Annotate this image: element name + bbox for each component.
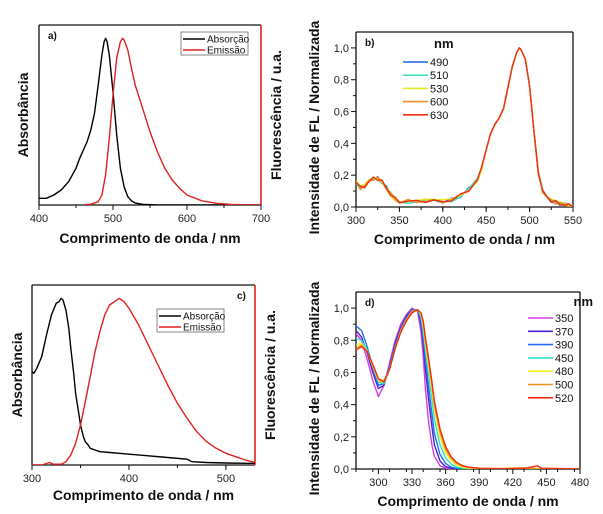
x-axis-label: Comprimento de onda / nm	[374, 231, 555, 247]
x-tick-label: 350	[390, 215, 408, 227]
y-axis-label: Intensidade de FL / Normalizada	[306, 281, 322, 495]
series-line-370	[356, 309, 580, 469]
x-tick-label: 500	[104, 213, 122, 225]
y-tick-label: 0,4	[334, 400, 349, 412]
panel-b: 300 350 400 450 500 550 0,0 0,2 0,4 0,6 0,8 1,0 Comp…	[306, 20, 582, 247]
series-line-390	[356, 309, 580, 469]
panel-label: d)	[365, 298, 374, 309]
legend-label: 600	[430, 97, 448, 109]
y-axis-label-left: Absorbância	[9, 332, 25, 417]
x-tick-label: 500	[520, 215, 538, 227]
legend-label: Emissão	[183, 323, 222, 334]
x-axis-label: Comprimento de onda / nm	[377, 493, 558, 509]
y-axis-label-left: Absorbância	[15, 72, 31, 157]
x-tick-label: 420	[504, 477, 522, 489]
series-line-480	[356, 309, 580, 469]
x-tick-label: 700	[252, 213, 270, 225]
x-tick-label: 300	[369, 477, 387, 489]
plot-area	[32, 297, 255, 465]
y-tick-label: 0,6	[334, 107, 349, 119]
x-tick-label: 600	[178, 213, 196, 225]
panel-label: a)	[48, 31, 57, 42]
y-tick-label: 0,2	[334, 432, 349, 444]
x-tick-label: 300	[23, 473, 41, 485]
legend-title: nm	[574, 294, 594, 309]
y-axis-label-right: Fluorescência / u.a.	[268, 50, 284, 180]
plot-area	[39, 37, 261, 205]
panel-d: 300 330 360 390 420 450 4800,00,20,40,60,81,0C…	[306, 281, 593, 509]
y-tick-label: 0,6	[334, 367, 349, 379]
x-tick-label: 330	[403, 477, 421, 489]
legend-label: Absorção	[183, 312, 226, 323]
x-tick-label: 450	[477, 215, 495, 227]
y-tick-label: 0,0	[334, 202, 349, 214]
x-tick-label: 360	[436, 477, 454, 489]
x-tick-label: 400	[120, 473, 138, 485]
y-tick-label: 1,0	[334, 303, 349, 315]
x-axis-label: Comprimento de onda / nm	[53, 487, 234, 503]
series-line-Absorção	[39, 37, 261, 205]
panel-a: 400 500 600 700 Comprimento de onda / nm Abso…	[15, 24, 284, 246]
y-axis-label: Intensidade de FL / Normalizada	[306, 20, 322, 234]
panel-c: 300 400 500 Comprimento de onda / nm Absorbâ…	[9, 284, 278, 503]
y-axis-label-right: Fluorescência / u.a.	[262, 310, 278, 440]
x-tick-label: 500	[217, 473, 235, 485]
legend-label: 510	[430, 70, 448, 82]
x-tick-label: 450	[537, 477, 555, 489]
series-line-Absorção	[32, 297, 255, 464]
legend-label: 370	[555, 326, 573, 338]
legend-label: Emissão	[207, 46, 246, 57]
x-tick-label: 300	[347, 215, 365, 227]
series-line-450	[356, 309, 580, 469]
legend-title: nm	[434, 36, 454, 51]
x-tick-label: 550	[564, 215, 582, 227]
legend-label: 530	[430, 83, 448, 95]
series-line-630	[356, 47, 573, 207]
y-tick-label: 0,8	[334, 75, 349, 87]
legend-label: 450	[555, 353, 573, 365]
plot-area	[356, 307, 580, 469]
panel-label: c)	[237, 291, 246, 302]
x-axis-label: Comprimento de onda / nm	[59, 230, 240, 246]
y-tick-label: 0,2	[334, 170, 349, 182]
series-line-500	[356, 309, 580, 469]
series-line-Emissão	[83, 37, 261, 205]
legend-label: 630	[430, 110, 448, 122]
series-line-520	[356, 309, 580, 469]
y-tick-label: 0,0	[334, 464, 349, 476]
legend-label: 520	[555, 393, 573, 405]
x-tick-label: 400	[434, 215, 452, 227]
legend-label: 390	[555, 340, 573, 352]
series-line-350	[356, 307, 580, 469]
x-tick-label: 480	[571, 477, 589, 489]
plot-area	[356, 47, 573, 207]
legend-label: 490	[430, 57, 448, 69]
y-tick-label: 0,4	[334, 138, 349, 150]
y-tick-label: 1,0	[334, 43, 349, 55]
legend-label: Absorção	[207, 35, 250, 46]
legend-label: 480	[555, 366, 573, 378]
legend-label: 350	[555, 313, 573, 325]
x-tick-label: 390	[470, 477, 488, 489]
panel-label: b)	[365, 38, 374, 49]
series-line-Emissão	[32, 297, 255, 465]
legend-label: 500	[555, 380, 573, 392]
x-tick-label: 400	[30, 213, 48, 225]
y-tick-label: 0,8	[334, 335, 349, 347]
